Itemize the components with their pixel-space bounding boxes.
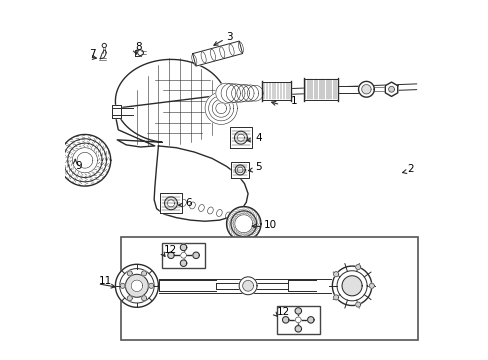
- Polygon shape: [142, 296, 146, 301]
- Polygon shape: [282, 317, 288, 323]
- Text: 7: 7: [89, 49, 96, 59]
- Polygon shape: [373, 87, 386, 91]
- Polygon shape: [355, 265, 360, 270]
- Polygon shape: [100, 50, 106, 59]
- Polygon shape: [167, 252, 174, 258]
- Text: 3: 3: [226, 32, 233, 41]
- Text: 4: 4: [255, 133, 262, 143]
- Polygon shape: [230, 127, 251, 148]
- Polygon shape: [368, 283, 373, 288]
- Polygon shape: [358, 81, 373, 97]
- Bar: [121, 237, 418, 339]
- Polygon shape: [112, 108, 133, 116]
- Polygon shape: [120, 269, 154, 303]
- Polygon shape: [204, 92, 237, 125]
- Polygon shape: [180, 244, 186, 251]
- Polygon shape: [167, 200, 174, 207]
- Polygon shape: [159, 280, 215, 291]
- Polygon shape: [247, 85, 263, 101]
- Text: 6: 6: [185, 198, 192, 208]
- Polygon shape: [226, 207, 261, 241]
- Polygon shape: [385, 82, 397, 96]
- Polygon shape: [294, 325, 301, 332]
- Polygon shape: [242, 280, 253, 291]
- Polygon shape: [231, 162, 249, 178]
- Text: 8: 8: [135, 42, 142, 52]
- Polygon shape: [192, 252, 199, 258]
- Polygon shape: [192, 41, 242, 66]
- Polygon shape: [234, 131, 247, 144]
- Polygon shape: [295, 317, 301, 323]
- Polygon shape: [135, 50, 140, 55]
- Bar: [276, 306, 319, 334]
- Polygon shape: [237, 167, 243, 173]
- Polygon shape: [333, 272, 338, 277]
- Polygon shape: [77, 152, 93, 168]
- Text: 2: 2: [407, 164, 413, 174]
- Polygon shape: [212, 99, 230, 117]
- Text: 10: 10: [264, 220, 277, 230]
- Polygon shape: [226, 84, 244, 103]
- Polygon shape: [333, 295, 338, 300]
- Polygon shape: [159, 279, 330, 293]
- Text: 1: 1: [290, 96, 297, 106]
- Text: 5: 5: [255, 162, 262, 172]
- Polygon shape: [102, 43, 106, 48]
- Polygon shape: [337, 86, 362, 93]
- Polygon shape: [208, 96, 233, 121]
- Polygon shape: [127, 296, 132, 301]
- Polygon shape: [215, 103, 226, 114]
- Polygon shape: [307, 317, 313, 323]
- Polygon shape: [215, 283, 287, 289]
- Polygon shape: [215, 83, 235, 103]
- Polygon shape: [115, 59, 225, 147]
- Polygon shape: [148, 283, 153, 288]
- Polygon shape: [303, 78, 337, 100]
- Polygon shape: [160, 193, 182, 213]
- Polygon shape: [221, 84, 240, 103]
- Polygon shape: [236, 85, 254, 102]
- Polygon shape: [140, 51, 144, 54]
- Polygon shape: [115, 264, 158, 307]
- Polygon shape: [164, 197, 177, 210]
- Polygon shape: [137, 50, 143, 55]
- Polygon shape: [287, 280, 316, 291]
- Polygon shape: [336, 271, 366, 301]
- Text: 11: 11: [99, 276, 112, 286]
- Polygon shape: [63, 139, 106, 182]
- Polygon shape: [59, 134, 110, 186]
- Polygon shape: [154, 146, 247, 221]
- Polygon shape: [388, 86, 394, 92]
- Polygon shape: [223, 84, 416, 97]
- Polygon shape: [103, 45, 105, 53]
- Polygon shape: [294, 308, 301, 314]
- Polygon shape: [180, 252, 186, 258]
- Polygon shape: [180, 260, 186, 266]
- Text: 9: 9: [75, 161, 81, 171]
- Polygon shape: [72, 148, 97, 173]
- Polygon shape: [131, 280, 142, 292]
- Polygon shape: [125, 274, 148, 297]
- Polygon shape: [99, 58, 104, 59]
- Bar: [162, 243, 204, 268]
- Text: 12: 12: [163, 245, 177, 255]
- Polygon shape: [230, 211, 256, 237]
- Polygon shape: [142, 271, 146, 276]
- Polygon shape: [262, 82, 290, 100]
- Polygon shape: [235, 165, 244, 175]
- Polygon shape: [67, 143, 102, 177]
- Polygon shape: [237, 134, 244, 141]
- Polygon shape: [341, 276, 362, 296]
- Polygon shape: [120, 283, 125, 288]
- Polygon shape: [361, 85, 370, 94]
- Polygon shape: [234, 215, 252, 233]
- Polygon shape: [355, 302, 360, 307]
- Polygon shape: [239, 277, 257, 295]
- Polygon shape: [242, 85, 258, 102]
- Polygon shape: [127, 271, 132, 276]
- Polygon shape: [332, 266, 371, 306]
- Polygon shape: [112, 105, 121, 118]
- Text: 12: 12: [276, 307, 289, 316]
- Polygon shape: [231, 84, 249, 102]
